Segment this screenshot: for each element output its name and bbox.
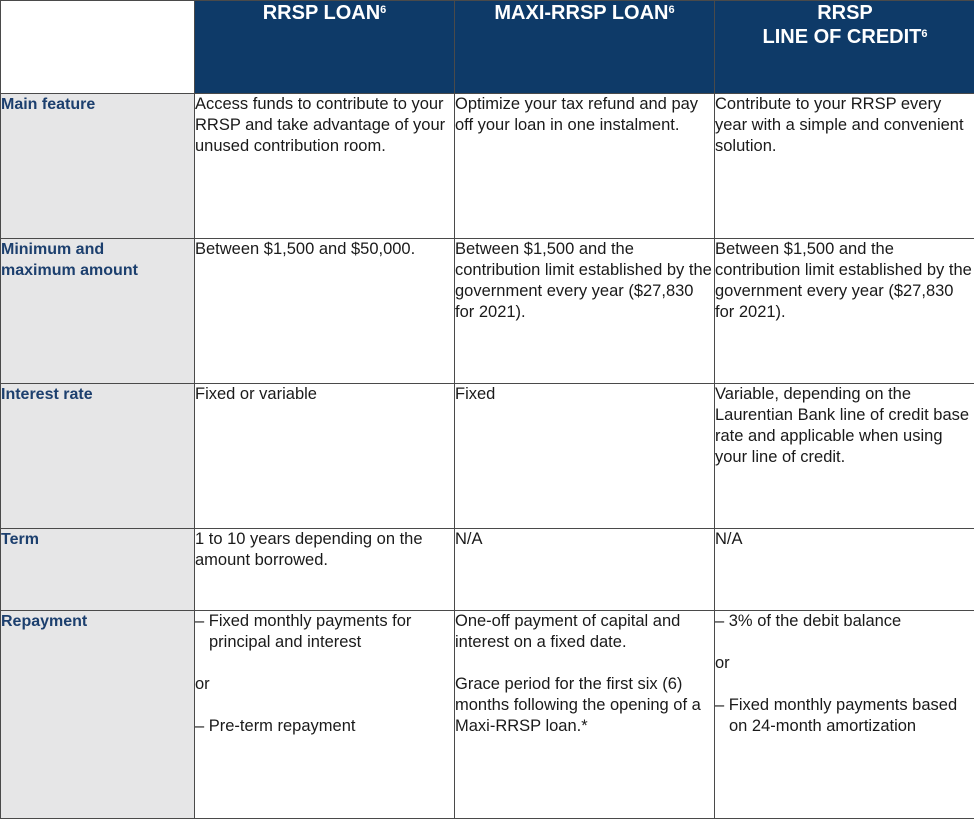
row-label-min-max-amount: Minimum and maximum amount bbox=[0, 238, 195, 384]
cell-term-line-of-credit: N/A bbox=[714, 528, 974, 611]
cell-interest-rate-rrsp-loan: Fixed or variable bbox=[194, 383, 455, 529]
repayment-option-fixed-monthly: – Fixed monthly payments for principal a… bbox=[195, 612, 412, 651]
header-corner-cell bbox=[0, 0, 195, 94]
cell-min-max-maxi-rrsp-loan: Between $1,500 and the contribution limi… bbox=[454, 238, 715, 384]
cell-min-max-line-of-credit: Between $1,500 and the contribution limi… bbox=[714, 238, 974, 384]
header-rrsp-loan-text: RRSP LOAN bbox=[262, 2, 381, 24]
repayment-or-separator: or bbox=[715, 654, 730, 672]
cell-interest-rate-maxi-rrsp-loan: Fixed bbox=[454, 383, 715, 529]
footnote-marker: 6 bbox=[380, 4, 387, 16]
repayment-or-separator: or bbox=[195, 675, 210, 693]
repayment-option-amortization: – Fixed monthly payments based on 24-mon… bbox=[715, 696, 958, 735]
row-min-max-amount: Minimum and maximum amount Between $1,50… bbox=[0, 238, 974, 384]
cell-repayment-maxi-rrsp-loan: One-off payment of capital and interest … bbox=[454, 610, 715, 819]
cell-term-rrsp-loan: 1 to 10 years depending on the amount bo… bbox=[194, 528, 455, 611]
cell-interest-rate-line-of-credit: Variable, depending on the Laurentian Ba… bbox=[714, 383, 974, 529]
repayment-one-off-payment: One-off payment of capital and interest … bbox=[455, 612, 681, 651]
cell-min-max-rrsp-loan: Between $1,500 and $50,000. bbox=[194, 238, 455, 384]
header-rrsp-line-of-credit: RRSP LINE OF CREDIT6 bbox=[714, 0, 974, 94]
cell-term-maxi-rrsp-loan: N/A bbox=[454, 528, 715, 611]
header-row: RRSP LOAN6 MAXI-RRSP LOAN6 RRSP LINE OF … bbox=[0, 0, 974, 94]
header-rrsp-loan: RRSP LOAN6 bbox=[194, 0, 455, 94]
header-maxi-rrsp-loan: MAXI-RRSP LOAN6 bbox=[454, 0, 715, 94]
cell-repayment-line-of-credit: – 3% of the debit balance or – Fixed mon… bbox=[714, 610, 974, 819]
header-maxi-rrsp-loan-text: MAXI-RRSP LOAN bbox=[494, 2, 669, 24]
row-label-term: Term bbox=[0, 528, 195, 611]
cell-repayment-rrsp-loan: – Fixed monthly payments for principal a… bbox=[194, 610, 455, 819]
header-loc-line1: RRSP bbox=[817, 2, 873, 24]
repayment-option-pre-term: – Pre-term repayment bbox=[195, 717, 356, 735]
footnote-marker: 6 bbox=[668, 4, 675, 16]
row-interest-rate: Interest rate Fixed or variable Fixed Va… bbox=[0, 383, 974, 529]
row-label-main-feature: Main feature bbox=[0, 93, 195, 239]
cell-main-feature-rrsp-loan: Access funds to contribute to your RRSP … bbox=[194, 93, 455, 239]
cell-main-feature-line-of-credit: Contribute to your RRSP every year with … bbox=[714, 93, 974, 239]
row-label-repayment: Repayment bbox=[0, 610, 195, 819]
footnote-marker: 6 bbox=[921, 28, 928, 40]
row-repayment: Repayment – Fixed monthly payments for p… bbox=[0, 610, 974, 819]
header-loc-line2: LINE OF CREDIT bbox=[762, 26, 922, 48]
repayment-option-debit-balance: – 3% of the debit balance bbox=[715, 612, 902, 630]
cell-main-feature-maxi-rrsp-loan: Optimize your tax refund and pay off you… bbox=[454, 93, 715, 239]
repayment-grace-period: Grace period for the first six (6) month… bbox=[455, 675, 701, 735]
row-term: Term 1 to 10 years depending on the amou… bbox=[0, 528, 974, 611]
row-main-feature: Main feature Access funds to contribute … bbox=[0, 93, 974, 239]
row-label-interest-rate: Interest rate bbox=[0, 383, 195, 529]
